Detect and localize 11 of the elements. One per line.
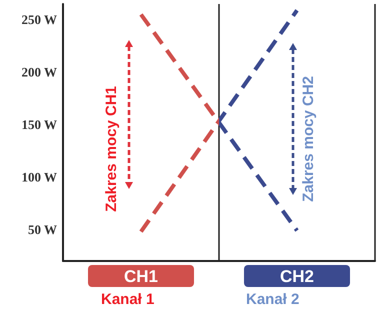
- annotation: Zakres mocy CH2: [300, 76, 317, 202]
- x-tick-label: CH2: [280, 267, 314, 286]
- text: Kanał 2: [246, 291, 300, 308]
- y-tick-label: 200 W: [21, 64, 57, 80]
- text: Kanał 1: [101, 291, 154, 308]
- y-tick-label: 50 W: [28, 222, 57, 238]
- y-tick-label: 100 W: [21, 170, 57, 185]
- annotation: Zakres mocy CH1: [103, 86, 120, 212]
- y-tick-label: 250 W: [21, 12, 57, 28]
- x-tick-label: CH1: [124, 267, 158, 286]
- y-tick-label: 150 W: [21, 117, 57, 132]
